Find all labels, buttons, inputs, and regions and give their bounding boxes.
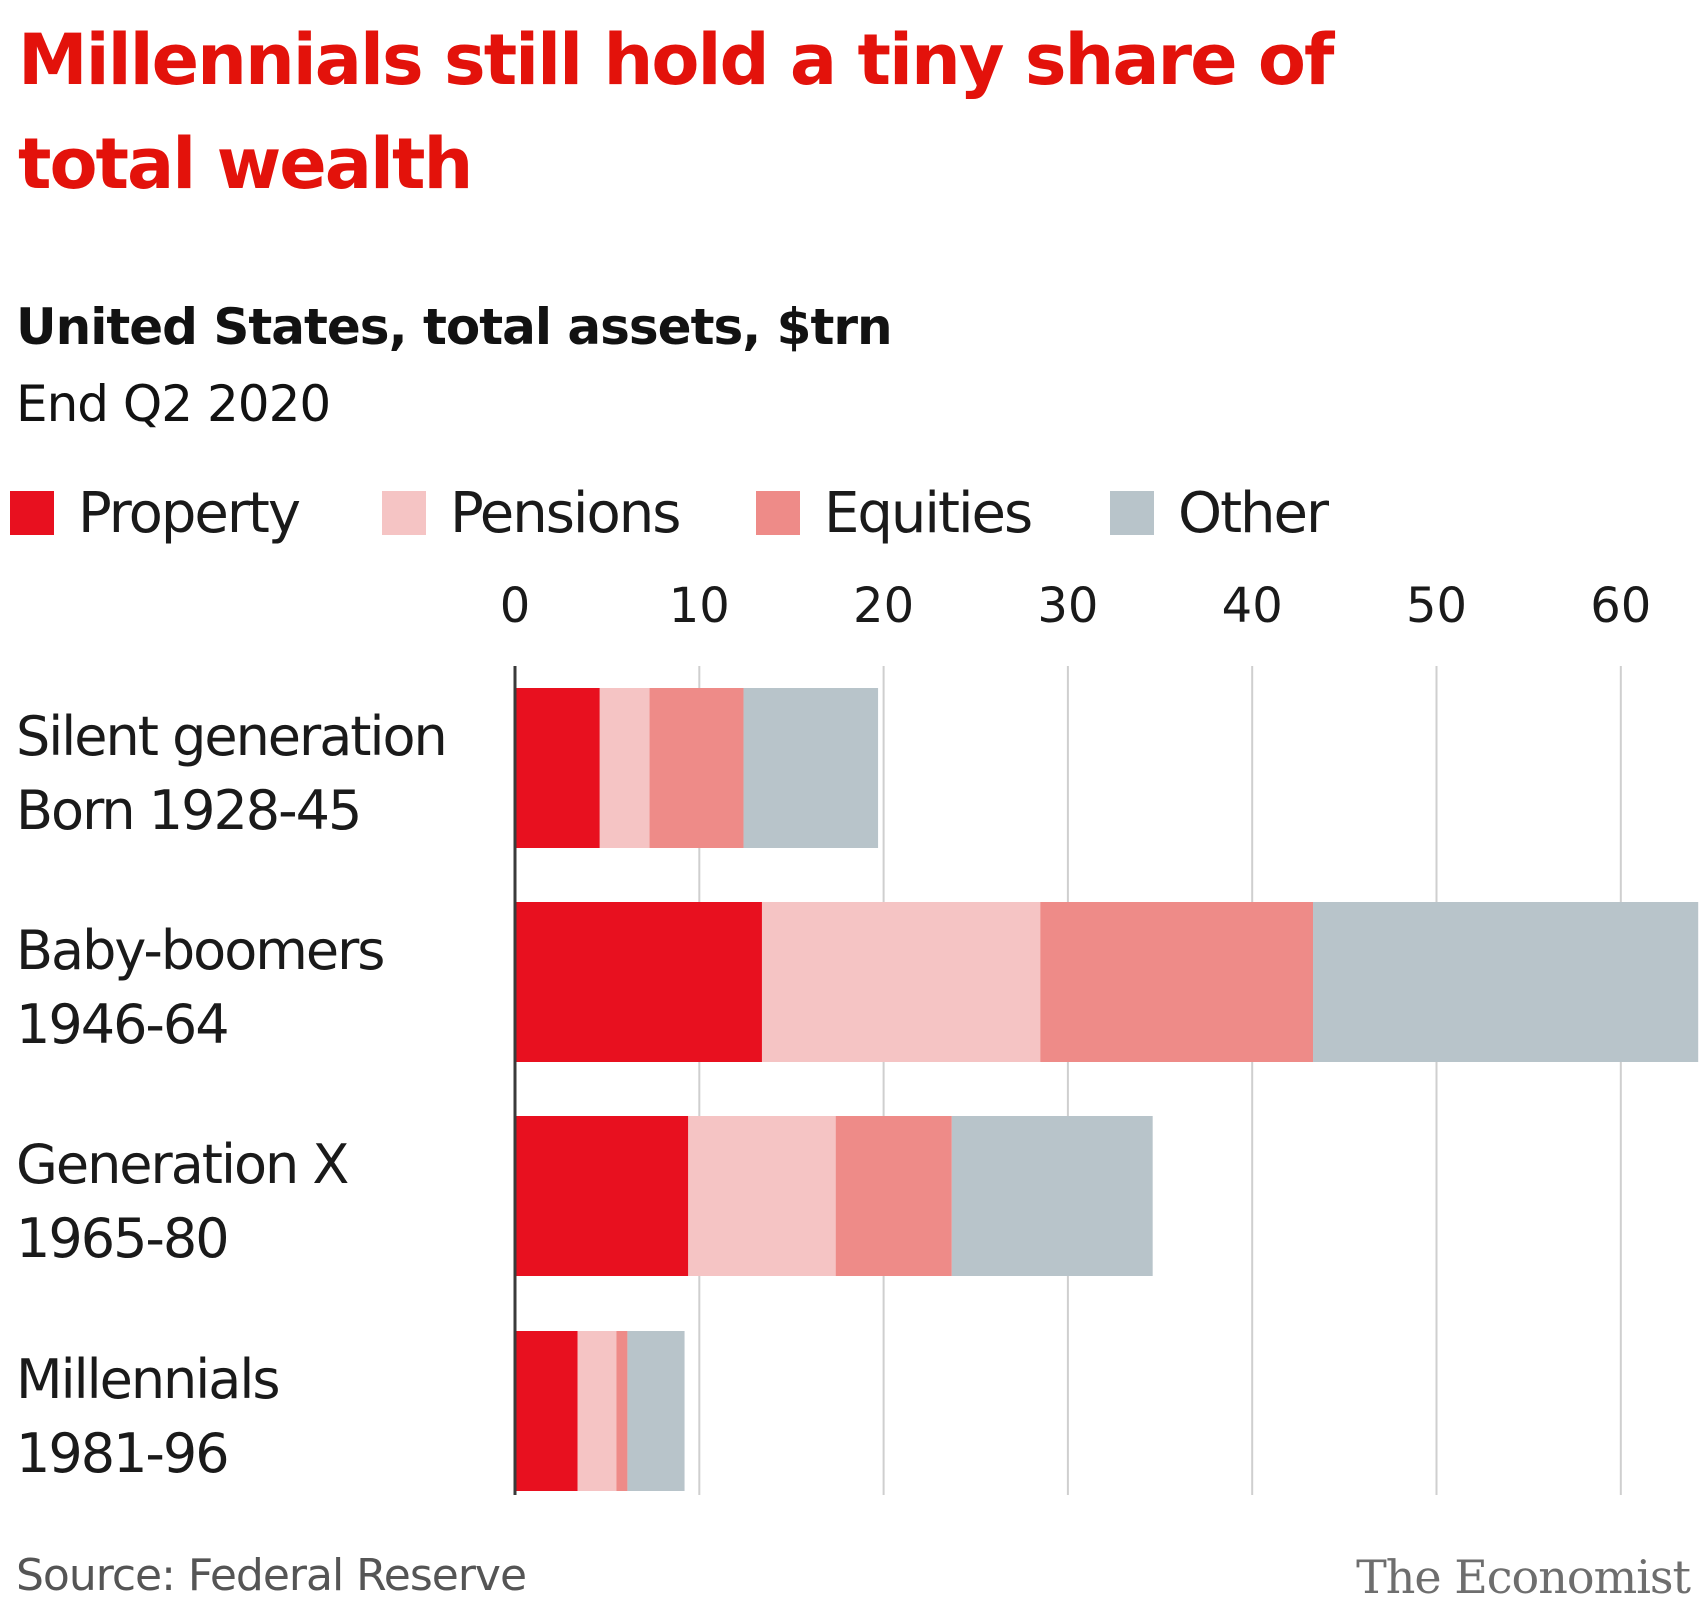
bar-other-3	[627, 1331, 685, 1491]
x-tick-label: 20	[853, 580, 914, 634]
bar-other-2	[951, 1116, 1153, 1276]
category-years: 1981-96	[16, 1422, 230, 1485]
legend-label: Pensions	[450, 480, 681, 546]
legend-swatch	[10, 491, 54, 535]
legend-swatch	[1110, 491, 1154, 535]
x-tick-label: 10	[669, 580, 730, 634]
legend-swatch	[382, 491, 426, 535]
publisher-logo: The Economist	[1356, 1550, 1691, 1604]
chart-subtitle: United States, total assets, $trn	[16, 298, 893, 356]
bar-chart: 0 10 20 30 40 50 60	[500, 580, 1699, 1495]
chart-title: Millennials still hold a tiny share of t…	[18, 19, 1334, 205]
bar-pensions-2	[688, 1116, 836, 1276]
bar-pensions-1	[761, 902, 1041, 1062]
category-name: Baby-boomers	[16, 919, 385, 982]
x-tick-label: 40	[1222, 580, 1283, 634]
bar-equities-2	[835, 1116, 952, 1276]
legend: Property Pensions Equities Other	[10, 478, 1700, 548]
x-tick-label: 0	[500, 580, 531, 634]
x-tick-label: 50	[1406, 580, 1467, 634]
category-label: Baby-boomers 1946-64	[16, 914, 385, 1062]
legend-label: Property	[78, 480, 301, 546]
category-label: Millennials 1981-96	[16, 1343, 281, 1491]
bar-pensions-0	[599, 688, 650, 848]
bar-property-0	[515, 688, 600, 848]
bar-property-2	[515, 1116, 689, 1276]
bar-property-3	[515, 1331, 578, 1491]
category-label: Silent generation Born 1928-45	[16, 700, 448, 848]
legend-item-equities: Equities	[756, 478, 1033, 548]
legend-item-property: Property	[10, 478, 301, 548]
chart-period: End Q2 2020	[16, 375, 331, 433]
legend-label: Equities	[824, 480, 1033, 546]
category-name: Silent generation	[16, 705, 448, 768]
legend-label: Other	[1178, 480, 1329, 546]
bar-property-1	[515, 902, 762, 1062]
x-tick-label: 60	[1590, 580, 1651, 634]
x-tick-label: 30	[1037, 580, 1098, 634]
bar-equities-0	[649, 688, 744, 848]
category-years: 1965-80	[16, 1207, 230, 1270]
bar-equities-3	[616, 1331, 628, 1491]
bar-pensions-3	[577, 1331, 617, 1491]
category-label: Generation X 1965-80	[16, 1128, 349, 1276]
source-note: Source: Federal Reserve	[16, 1550, 527, 1601]
category-years: Born 1928-45	[16, 779, 362, 842]
bar-equities-1	[1040, 902, 1314, 1062]
bar-other-0	[743, 688, 879, 848]
category-name: Millennials	[16, 1348, 281, 1411]
bar-other-1	[1313, 902, 1699, 1062]
category-name: Generation X	[16, 1133, 349, 1196]
legend-swatch	[756, 491, 800, 535]
legend-item-pensions: Pensions	[382, 478, 681, 548]
category-years: 1946-64	[16, 993, 230, 1056]
legend-item-other: Other	[1110, 478, 1329, 548]
